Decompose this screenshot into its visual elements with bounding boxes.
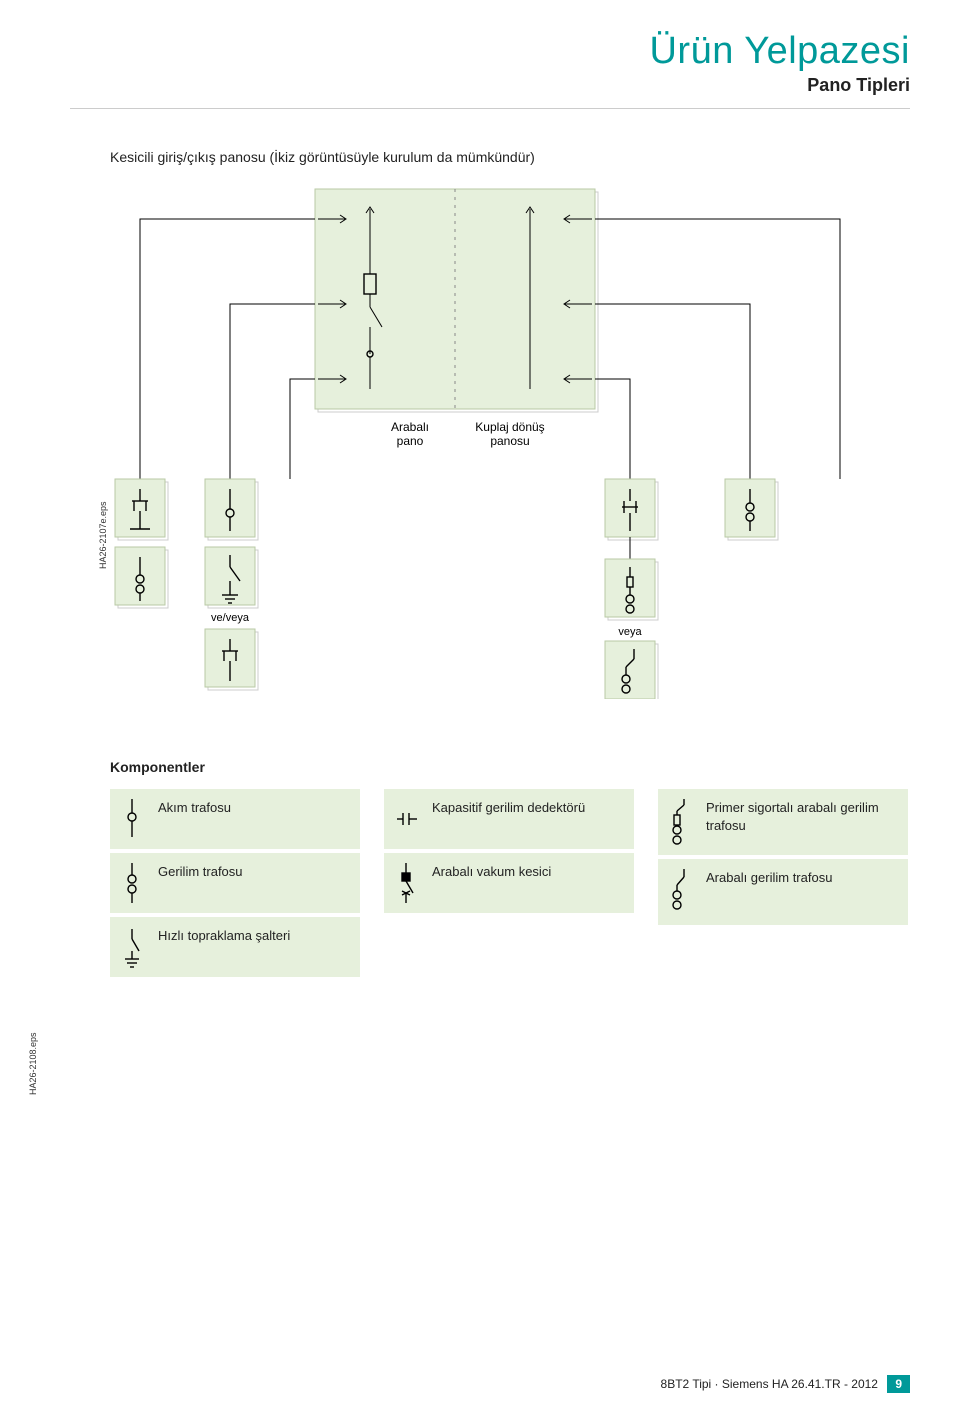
label-veveya: ve/veya xyxy=(211,612,250,624)
cell-vakum: Arabalı vakum kesici xyxy=(384,853,634,913)
diagram-caption: Kesicili giriş/çıkış panosu (İkiz görünt… xyxy=(110,149,910,165)
cell-topraklama: Hızlı topraklama şalteri xyxy=(110,917,360,977)
cell-arabalitrafo: Arabalı gerilim trafosu xyxy=(658,859,908,925)
footer-text: 8BT2 Tipi · Siemens HA 26.41.TR - 2012 xyxy=(661,1377,878,1391)
cell-label: Arabalı gerilim trafosu xyxy=(702,859,908,893)
label-veya: veya xyxy=(618,626,642,638)
main-diagram: HA26-2107e.eps xyxy=(70,179,910,719)
vt-icon xyxy=(110,853,154,913)
fused-vt-icon xyxy=(658,789,702,855)
cvd-icon xyxy=(384,789,428,849)
cell-kapasitif: Kapasitif gerilim dedektörü xyxy=(384,789,634,849)
label-arabali: Arabalı xyxy=(391,420,429,434)
ct-icon xyxy=(110,789,154,849)
label-kuplaj: Kuplaj dönüş xyxy=(475,420,544,434)
cell-label: Akım trafosu xyxy=(154,789,360,823)
page-subtitle: Pano Tipleri xyxy=(70,75,910,96)
cell-label: Kapasitif gerilim dedektörü xyxy=(428,789,634,823)
cell-akim: Akım trafosu xyxy=(110,789,360,849)
ref-code-2: HA26-2108.eps xyxy=(28,1032,38,1095)
cell-label: Gerilim trafosu xyxy=(154,853,360,887)
page-footer: 8BT2 Tipi · Siemens HA 26.41.TR - 2012 9 xyxy=(661,1377,910,1391)
cell-gerilim: Gerilim trafosu xyxy=(110,853,360,913)
ref-code-1: HA26-2107e.eps xyxy=(98,501,108,569)
cell-label: Hızlı topraklama şalteri xyxy=(154,917,360,951)
components-heading: Komponentler xyxy=(110,759,910,775)
cell-primer: Primer sigortalı arabalı gerilim trafosu xyxy=(658,789,908,855)
page-title: Ürün Yelpazesi xyxy=(70,30,910,73)
withdrawable-vt-icon xyxy=(658,859,702,925)
cell-label: Primer sigortalı arabalı gerilim trafosu xyxy=(702,789,908,840)
earth-switch-icon xyxy=(110,917,154,977)
single-line-diagram: Arabalı Kuplaj dönüş pano panosu xyxy=(70,179,910,699)
vcb-icon xyxy=(384,853,428,913)
svg-text:pano: pano xyxy=(397,434,424,448)
divider xyxy=(70,108,910,109)
cell-label: Arabalı vakum kesici xyxy=(428,853,634,887)
svg-text:panosu: panosu xyxy=(490,434,529,448)
components-grid: Akım trafosu Gerilim trafosu Hızlı topra… xyxy=(110,789,910,977)
page-number: 9 xyxy=(887,1375,910,1393)
